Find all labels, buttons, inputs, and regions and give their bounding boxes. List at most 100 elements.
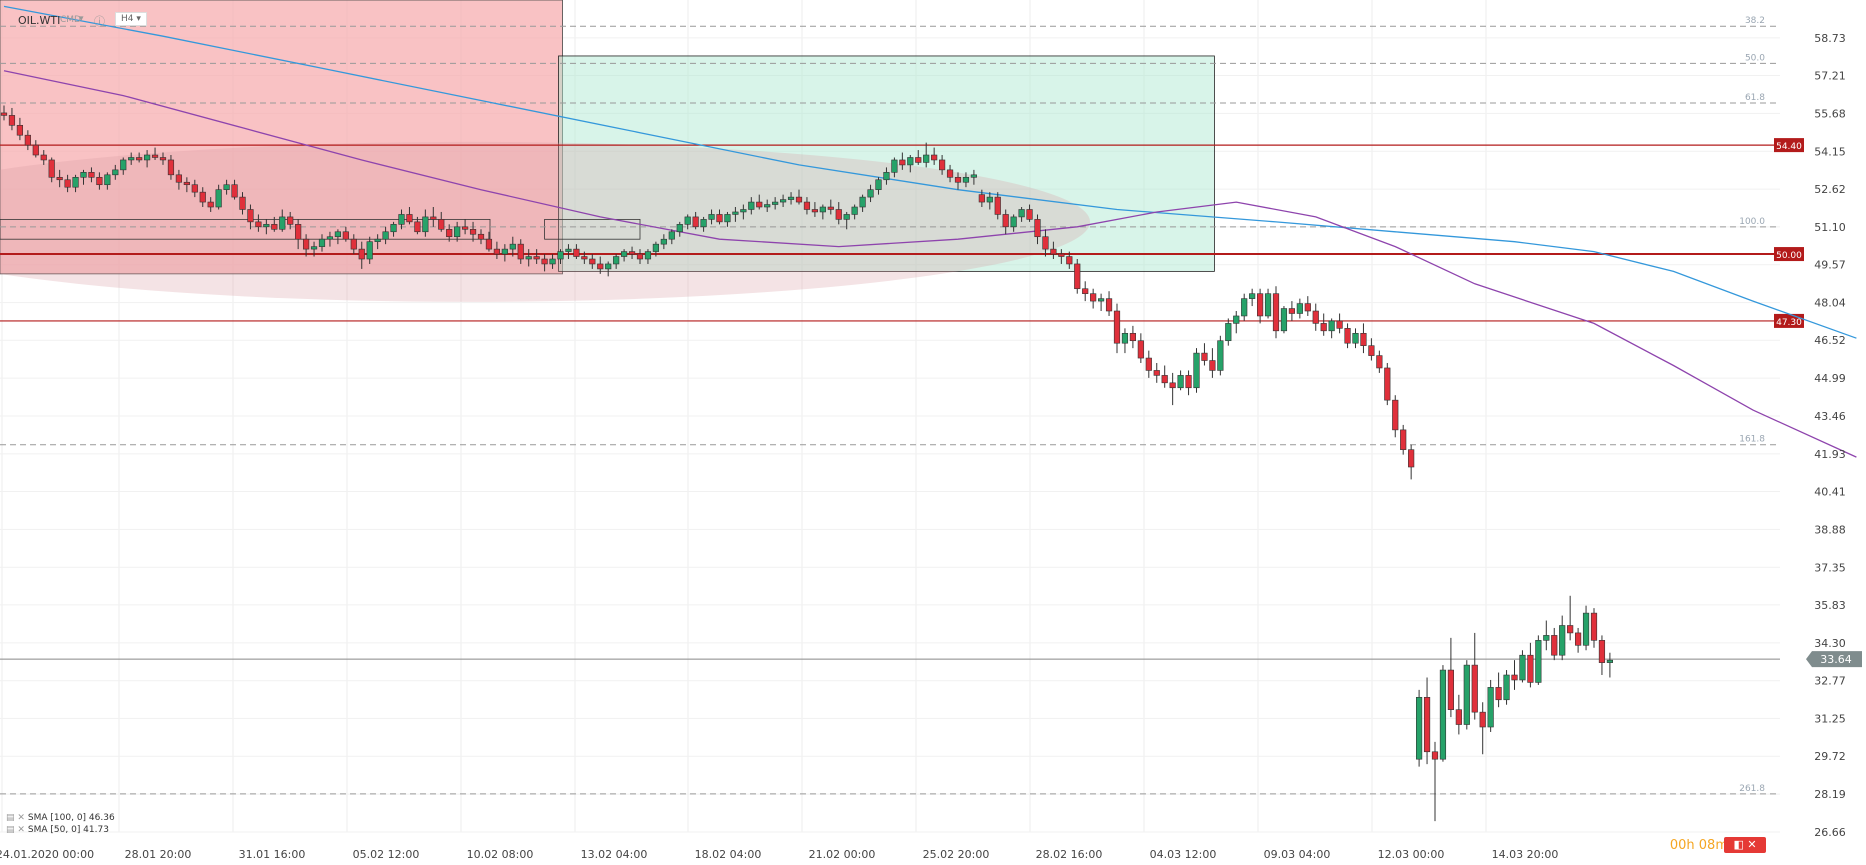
candle xyxy=(1145,350,1152,378)
candle xyxy=(88,167,95,183)
candle xyxy=(207,197,214,212)
candle-body xyxy=(374,238,381,242)
candle-body xyxy=(414,221,421,233)
candle-body xyxy=(1511,674,1518,681)
candle-body xyxy=(835,209,842,220)
candle-body xyxy=(954,176,962,183)
x-tick-label: 24.01.2020 00:00 xyxy=(0,848,94,861)
candle-timer: 00h 08m xyxy=(1669,838,1728,853)
candle xyxy=(756,194,763,210)
candle xyxy=(1463,660,1470,730)
candle-body xyxy=(1423,696,1431,753)
candle-body xyxy=(1543,635,1550,641)
candle-body xyxy=(175,174,183,183)
candle xyxy=(1598,635,1606,676)
candle-body xyxy=(40,154,47,161)
candle xyxy=(382,226,389,245)
candle xyxy=(620,249,628,262)
candle xyxy=(1368,338,1375,361)
candle xyxy=(779,194,787,208)
candle xyxy=(946,164,954,183)
y-tick-label: 58.73 xyxy=(1814,32,1846,45)
candle-body xyxy=(803,201,811,210)
candle xyxy=(827,199,834,215)
candle-body xyxy=(636,253,644,260)
candle-body xyxy=(787,196,795,200)
candle-body xyxy=(565,248,572,252)
candle-body xyxy=(708,214,715,220)
candle xyxy=(310,241,318,257)
x-tick-label: 25.02 20:00 xyxy=(923,848,990,861)
candle xyxy=(430,207,437,227)
candle xyxy=(978,189,985,208)
candle-body xyxy=(613,256,620,265)
candle-body xyxy=(398,214,405,225)
candle xyxy=(1527,642,1534,688)
candle xyxy=(772,197,779,210)
candle xyxy=(811,202,818,217)
candle-body xyxy=(1058,253,1065,257)
candle-body xyxy=(628,251,636,255)
symbol-label[interactable]: OIL.WTI xyxy=(18,14,61,27)
candle xyxy=(326,231,334,247)
candle xyxy=(1376,350,1383,373)
timeframe-selector[interactable]: H4 ▾ xyxy=(115,12,147,26)
candle xyxy=(1042,229,1049,257)
candle xyxy=(764,199,771,212)
candle-body xyxy=(1090,293,1097,302)
candle xyxy=(986,192,993,210)
candle xyxy=(1336,313,1343,334)
candle xyxy=(151,147,159,160)
candle-body xyxy=(700,219,707,228)
y-tick-label: 55.68 xyxy=(1814,107,1846,120)
chart-controls-button[interactable]: ◧ ✕ xyxy=(1724,837,1766,853)
candle xyxy=(1551,627,1558,661)
y-tick-label: 46.52 xyxy=(1814,334,1846,347)
candle-body xyxy=(1471,664,1478,713)
candle-body xyxy=(589,258,596,265)
chevron-down-icon[interactable]: ▾ xyxy=(79,14,84,24)
y-tick-label: 32.77 xyxy=(1814,675,1846,688)
legend-sma100[interactable]: ▤ ✕ SMA [100, 0] 46.36 xyxy=(6,813,115,823)
info-icon[interactable]: ⓘ xyxy=(94,15,105,28)
candle xyxy=(724,211,731,227)
candle-body xyxy=(56,176,63,181)
candle xyxy=(477,229,485,245)
settings-icon[interactable]: ▤ ✕ xyxy=(6,825,25,835)
settings-icon[interactable]: ▤ ✕ xyxy=(6,813,25,823)
candle-body xyxy=(454,226,461,238)
candle xyxy=(1161,365,1168,388)
candle xyxy=(1582,605,1590,651)
candle-body xyxy=(891,159,898,173)
candle-body xyxy=(382,231,389,240)
candle-body xyxy=(509,243,516,250)
candle-body xyxy=(533,256,540,260)
candle xyxy=(1241,293,1248,321)
candle-body xyxy=(167,159,175,176)
candle-body xyxy=(676,224,683,233)
candle-body xyxy=(16,124,24,136)
candle xyxy=(247,204,254,230)
candle-body xyxy=(748,201,755,210)
candle xyxy=(1296,298,1303,319)
candle xyxy=(668,229,675,245)
legend-sma50[interactable]: ▤ ✕ SMA [50, 0] 41.73 xyxy=(6,825,109,835)
candle-body xyxy=(271,224,278,230)
candle-body xyxy=(1503,674,1510,701)
candle-body xyxy=(24,134,31,146)
candle-body xyxy=(819,206,826,213)
candle xyxy=(1392,395,1399,438)
candle-body xyxy=(1264,293,1272,317)
candle-body xyxy=(1575,632,1582,646)
candle-body xyxy=(1439,669,1447,760)
candle xyxy=(676,221,683,237)
candle-body xyxy=(485,238,493,250)
candle-body xyxy=(112,169,119,176)
candle xyxy=(867,184,874,203)
candle-body xyxy=(64,179,71,188)
x-tick-label: 05.02 12:00 xyxy=(353,848,420,861)
candle xyxy=(414,216,421,235)
candle xyxy=(136,152,143,163)
candle-body xyxy=(549,258,556,265)
